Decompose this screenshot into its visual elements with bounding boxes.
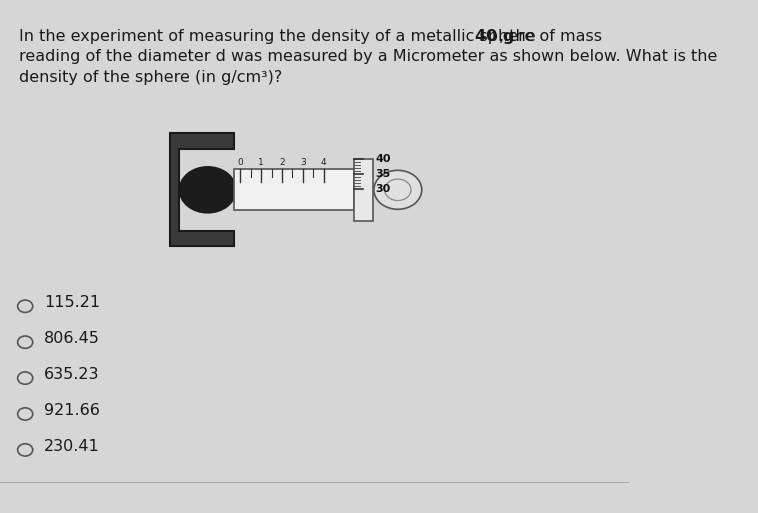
Circle shape bbox=[374, 170, 421, 209]
Text: 2: 2 bbox=[279, 157, 285, 167]
FancyBboxPatch shape bbox=[354, 159, 373, 221]
Text: 40: 40 bbox=[376, 154, 391, 164]
Text: 921.66: 921.66 bbox=[44, 403, 100, 418]
Text: In the experiment of measuring the density of a metallic sphere of mass: In the experiment of measuring the densi… bbox=[19, 29, 607, 44]
Text: 115.21: 115.21 bbox=[44, 295, 100, 310]
Text: 40 g: 40 g bbox=[475, 29, 515, 44]
Text: 1: 1 bbox=[258, 157, 264, 167]
Text: 30: 30 bbox=[376, 184, 391, 193]
Text: 230.41: 230.41 bbox=[44, 439, 100, 454]
Text: 635.23: 635.23 bbox=[44, 367, 99, 382]
Text: 4: 4 bbox=[321, 157, 327, 167]
FancyBboxPatch shape bbox=[234, 169, 354, 210]
Text: 35: 35 bbox=[376, 169, 391, 179]
Text: 0: 0 bbox=[237, 157, 243, 167]
Polygon shape bbox=[170, 133, 234, 246]
Text: , the: , the bbox=[499, 29, 535, 44]
Text: reading of the diameter d was measured by a Micrometer as shown below. What is t: reading of the diameter d was measured b… bbox=[19, 49, 717, 64]
Text: 3: 3 bbox=[300, 157, 305, 167]
Text: density of the sphere (in g/cm³)?: density of the sphere (in g/cm³)? bbox=[19, 70, 282, 85]
Circle shape bbox=[180, 167, 236, 213]
Text: 806.45: 806.45 bbox=[44, 331, 100, 346]
